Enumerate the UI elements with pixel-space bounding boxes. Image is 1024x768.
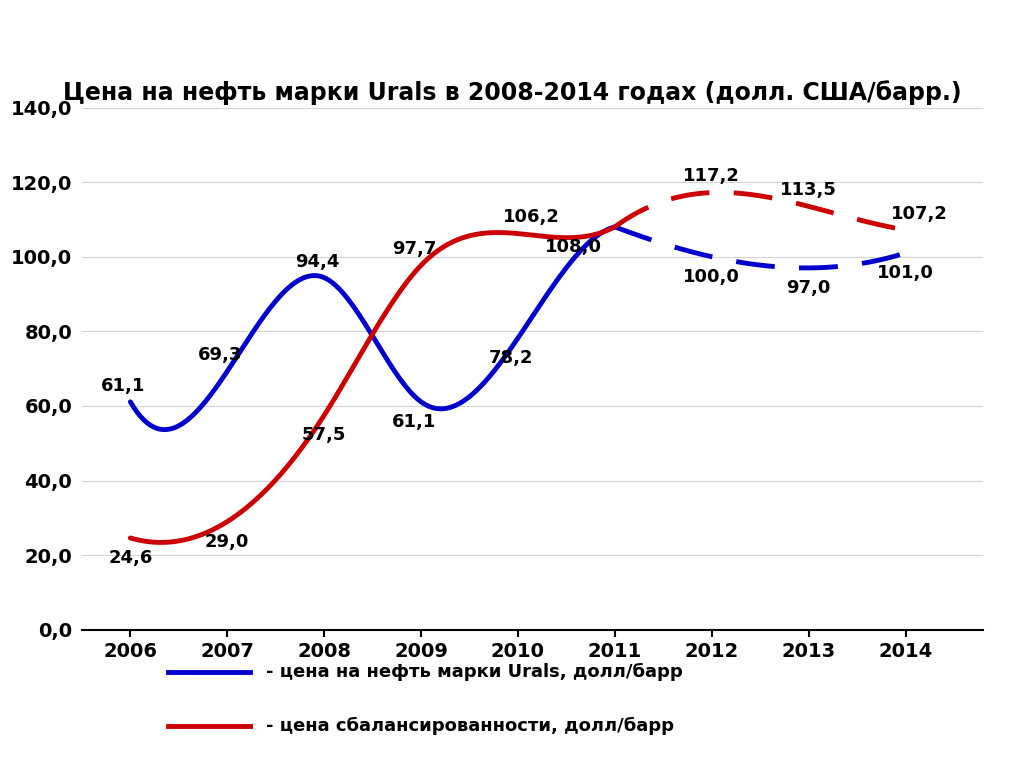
Text: 113,5: 113,5: [780, 181, 837, 199]
Text: 78,2: 78,2: [488, 349, 534, 367]
Text: 24,6: 24,6: [109, 549, 153, 567]
Text: 69,3: 69,3: [198, 346, 243, 364]
Text: 29,0: 29,0: [205, 532, 250, 551]
Text: 117,2: 117,2: [683, 167, 740, 185]
Text: 108,0: 108,0: [545, 238, 602, 256]
Text: 94,4: 94,4: [295, 253, 339, 270]
Text: 61,1: 61,1: [101, 377, 145, 395]
Text: 97,0: 97,0: [786, 279, 830, 297]
Text: 107,2: 107,2: [891, 205, 948, 223]
Text: - цена сбалансированности, долл/барр: - цена сбалансированности, долл/барр: [266, 717, 674, 735]
Text: 101,0: 101,0: [878, 264, 934, 282]
Text: 3: 3: [988, 17, 1004, 37]
Text: Цена на нефть марки Urals в 2008-2014 годах (долл. США/барр.): Цена на нефть марки Urals в 2008-2014 го…: [62, 80, 962, 104]
Text: - цена на нефть марки Urals, долл/барр: - цена на нефть марки Urals, долл/барр: [266, 663, 683, 681]
Text: 57,5: 57,5: [302, 426, 346, 444]
Text: 100,0: 100,0: [683, 268, 740, 286]
Text: 61,1: 61,1: [392, 413, 436, 431]
Text: 106,2: 106,2: [504, 208, 560, 227]
Text: 97,7: 97,7: [392, 240, 436, 258]
Text: Мф|: Мф|: [61, 15, 115, 38]
